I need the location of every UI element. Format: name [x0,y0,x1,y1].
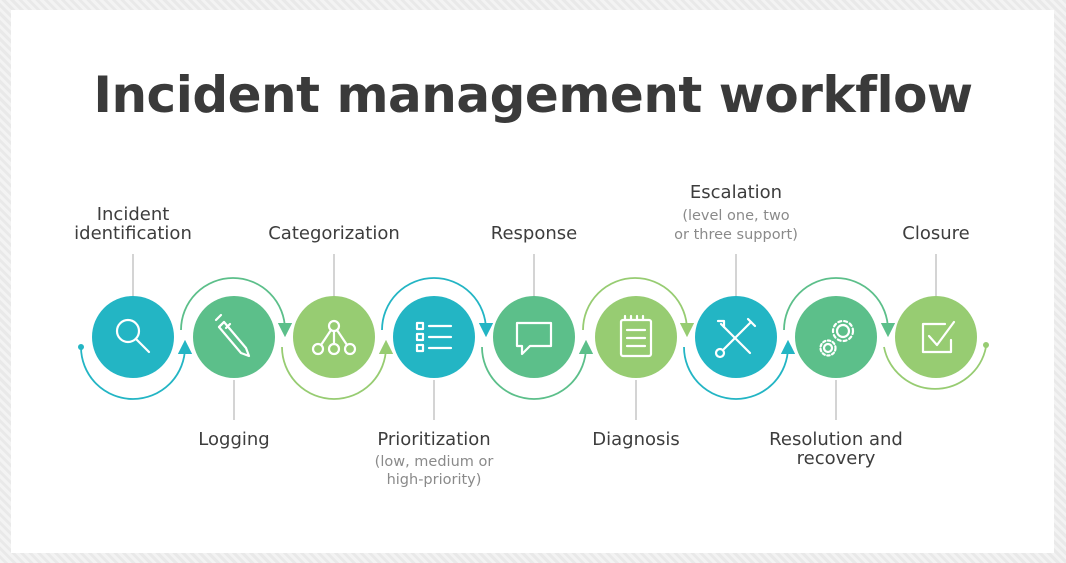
connector-lines [132,254,937,420]
step-circle-logging [193,296,275,378]
label-incident-identification-line1: Incident [96,204,170,225]
arc-4 [381,277,494,338]
sublabel-prioritization-line2: high-priority) [386,472,482,488]
step-circle-identification [92,296,174,378]
pen-icon [214,313,251,358]
checkbox-icon [921,320,956,354]
label-closure: Closure [902,223,970,244]
label-response: Response [490,223,578,244]
tools-icon [714,317,757,359]
label-diagnosis: Diagnosis [592,429,680,450]
label-escalation: Escalation [689,182,783,203]
list-icon [415,321,453,353]
label-resolution-line2: recovery [796,448,876,469]
arc-5 [481,339,594,400]
flow-end-dot [983,342,989,348]
sublabel-escalation-line2: or three support) [674,227,798,243]
arc-2 [180,277,293,338]
magnifier-icon [115,318,151,354]
hierarchy-icon [311,319,357,356]
arc-7 [683,339,796,400]
arc-6 [582,277,695,338]
step-circle-response [493,296,575,378]
infographic-card [11,10,1054,553]
notepad-icon [619,314,653,358]
label-incident-identification-line2: identification [74,223,192,244]
arc-3 [281,339,394,400]
step-nodes [92,296,977,378]
label-resolution-line1: Resolution and [769,429,903,450]
step-circle-closure [895,296,977,378]
gears-icon [819,319,855,357]
flow-arcs [78,277,989,400]
label-prioritization: Prioritization [377,429,491,450]
sublabel-prioritization-line1: (low, medium or [374,454,494,470]
chat-bubble-icon [515,321,553,356]
arc-8 [783,277,896,338]
page-title: Incident management workflow [93,66,973,124]
arc-9 [883,346,987,390]
sublabel-escalation-line1: (level one, two [682,208,790,224]
label-categorization: Categorization [268,223,400,244]
arc-1 [80,339,193,400]
label-logging: Logging [198,429,270,450]
